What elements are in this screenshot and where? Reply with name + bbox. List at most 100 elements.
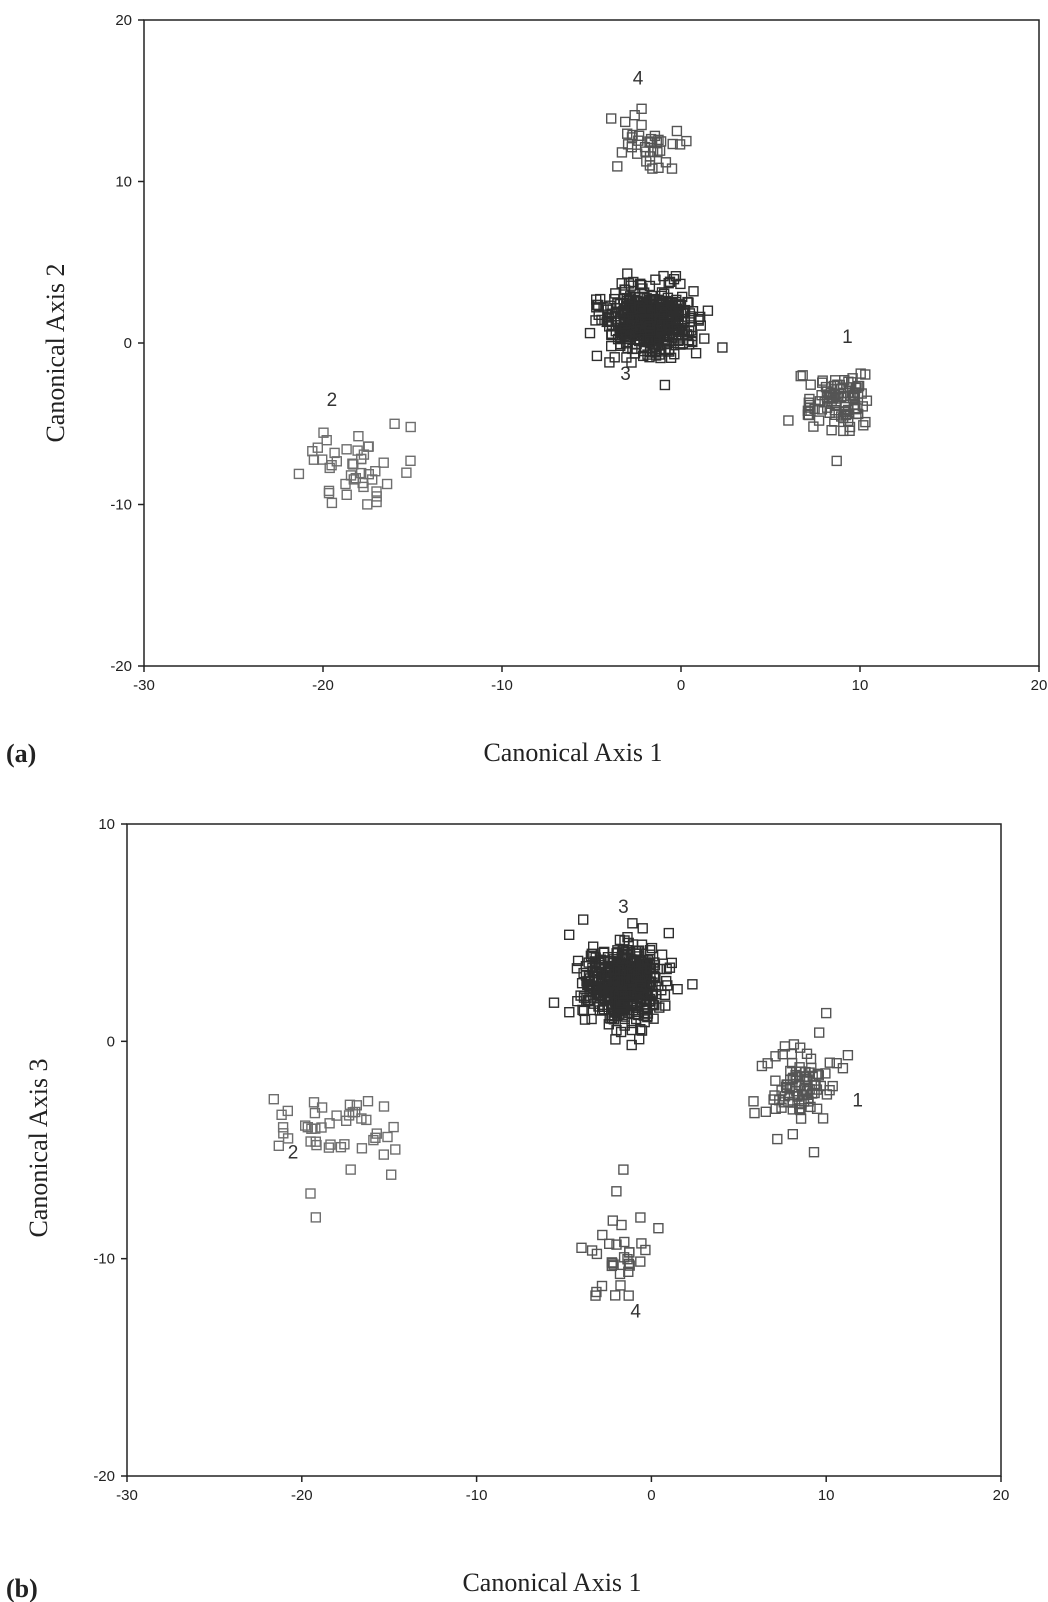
data-point-group-3 — [618, 306, 629, 317]
data-point-group-3 — [687, 979, 698, 990]
data-point-group-2 — [370, 1132, 381, 1144]
data-point-group-2 — [363, 469, 374, 480]
data-point-group-2 — [324, 462, 335, 474]
data-point-group-1 — [831, 455, 842, 467]
data-point-group-3 — [673, 334, 684, 345]
data-point-group-1 — [813, 1070, 824, 1081]
data-point-group-3 — [631, 1002, 642, 1013]
data-point-group-2 — [282, 1133, 294, 1144]
data-point-group-1 — [842, 1049, 854, 1061]
panel-b-x-axis-title: Canonical Axis 1 — [462, 1568, 641, 1597]
data-point-group-3 — [572, 955, 584, 967]
data-point-group-4 — [618, 1164, 629, 1175]
data-point-group-3 — [672, 984, 683, 995]
data-point-group-1 — [762, 1058, 773, 1069]
data-point-group-3 — [608, 973, 619, 984]
data-point-group-1 — [844, 425, 855, 436]
data-point-group-4 — [674, 139, 686, 150]
data-point-group-3 — [693, 313, 704, 325]
data-point-group-4 — [597, 1229, 608, 1241]
data-point-group-3 — [702, 305, 714, 316]
data-point-group-2 — [302, 1121, 313, 1133]
data-point-group-2 — [312, 442, 323, 453]
data-point-group-1 — [811, 1103, 823, 1115]
data-point-group-2 — [362, 1095, 374, 1107]
data-point-group-3 — [588, 998, 600, 1009]
y-tick-label: -20 — [110, 658, 132, 675]
data-point-group-3 — [717, 342, 728, 353]
data-point-group-3 — [674, 299, 685, 310]
data-point-group-3 — [638, 1010, 649, 1021]
data-point-group-3 — [580, 961, 592, 972]
data-point-group-2 — [311, 1139, 322, 1151]
data-point-group-4 — [576, 1242, 587, 1254]
data-point-group-1 — [814, 396, 826, 407]
data-point-group-4 — [619, 1236, 630, 1248]
data-point-group-3 — [634, 302, 645, 314]
data-point-group-3 — [688, 286, 699, 297]
data-point-group-2 — [405, 455, 416, 466]
data-point-group-3 — [664, 276, 676, 287]
data-point-group-2 — [341, 444, 352, 455]
data-point-group-3 — [619, 947, 630, 958]
data-point-group-2 — [370, 466, 381, 477]
panel-b-label: (b) — [6, 1574, 38, 1602]
data-point-group-3 — [579, 1014, 591, 1025]
data-point-group-3 — [564, 929, 575, 940]
data-point-group-1 — [849, 391, 860, 402]
panel-b-points — [268, 914, 854, 1301]
y-tick-label: 0 — [107, 1033, 115, 1050]
x-tick-label: 0 — [677, 677, 685, 694]
data-point-group-1 — [837, 387, 849, 398]
data-point-group-2 — [381, 478, 393, 490]
data-point-group-2 — [368, 1134, 379, 1146]
data-point-group-4 — [611, 1239, 622, 1250]
data-point-group-3 — [635, 278, 646, 289]
data-point-group-2 — [273, 1140, 284, 1152]
data-point-group-4 — [608, 1259, 619, 1270]
data-point-group-3 — [602, 309, 613, 320]
data-point-group-3 — [572, 996, 583, 1007]
data-point-group-2 — [282, 1105, 293, 1117]
data-point-group-1 — [817, 375, 828, 386]
data-point-group-3 — [615, 997, 626, 1009]
data-point-group-4 — [653, 1222, 664, 1234]
x-tick-label: -20 — [291, 1487, 313, 1504]
data-point-group-2 — [345, 1164, 356, 1175]
cluster-label-2: 2 — [288, 1143, 299, 1164]
data-point-group-3 — [650, 350, 662, 361]
data-point-group-3 — [658, 311, 669, 322]
data-point-group-3 — [627, 918, 638, 929]
data-point-group-1 — [817, 377, 828, 388]
panel-b-y-axis-title: Canonical Axis 3 — [24, 1058, 53, 1237]
data-point-group-3 — [687, 330, 698, 342]
data-point-group-1 — [760, 1106, 771, 1118]
data-point-group-4 — [636, 119, 647, 131]
x-tick-label: 20 — [1031, 677, 1048, 694]
data-point-group-2 — [348, 459, 359, 470]
x-tick-label: -10 — [491, 677, 513, 694]
data-point-group-4 — [635, 1256, 646, 1267]
data-point-group-2 — [329, 447, 340, 459]
data-point-group-4 — [614, 1268, 626, 1280]
data-point-group-2 — [310, 1123, 321, 1134]
data-point-group-4 — [622, 128, 633, 139]
data-point-group-3 — [658, 270, 669, 282]
data-point-group-2 — [316, 1102, 328, 1113]
data-point-group-3 — [590, 315, 601, 326]
data-point-group-2 — [305, 1188, 316, 1199]
x-tick-label: 10 — [852, 677, 869, 694]
y-tick-label: 20 — [115, 12, 132, 29]
data-point-group-1 — [783, 415, 794, 426]
panel-a-plot-frame — [143, 19, 1040, 667]
data-point-group-4 — [624, 1260, 635, 1271]
data-point-group-3 — [670, 313, 682, 324]
data-point-group-2 — [378, 1101, 390, 1112]
data-point-group-1 — [788, 1072, 799, 1084]
data-point-group-4 — [610, 1290, 621, 1301]
data-point-group-3 — [617, 990, 629, 1002]
data-point-group-4 — [645, 133, 657, 145]
data-point-group-4 — [671, 125, 683, 137]
data-point-group-2 — [371, 491, 382, 502]
